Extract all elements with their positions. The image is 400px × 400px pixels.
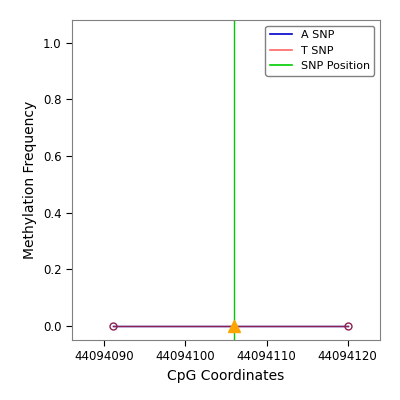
- Legend: A SNP, T SNP, SNP Position: A SNP, T SNP, SNP Position: [265, 26, 374, 76]
- X-axis label: CpG Coordinates: CpG Coordinates: [167, 369, 285, 383]
- Y-axis label: Methylation Frequency: Methylation Frequency: [24, 101, 38, 259]
